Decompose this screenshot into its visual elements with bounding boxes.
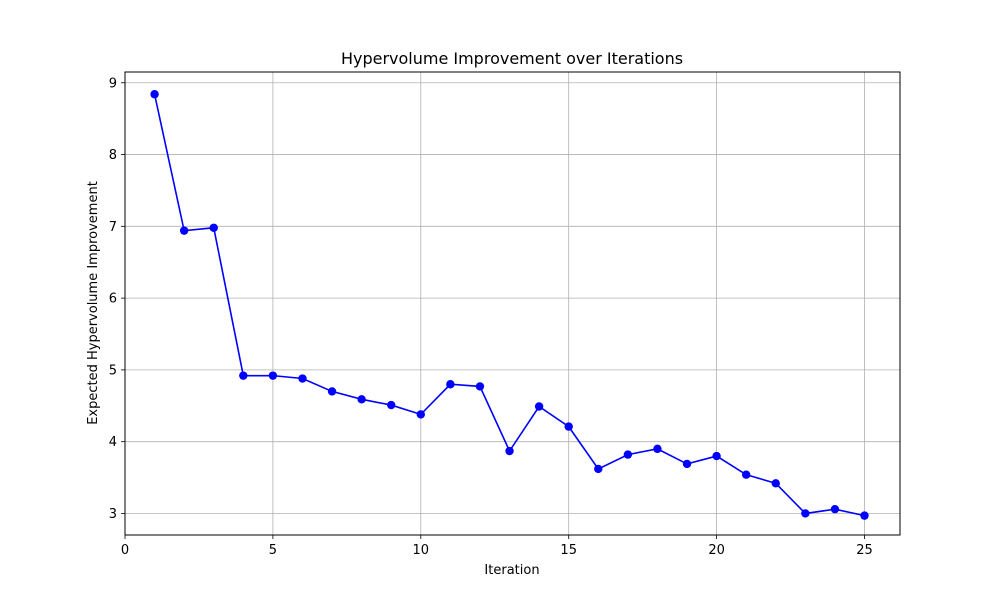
x-tick-label: 5 xyxy=(269,543,277,558)
data-point xyxy=(298,374,307,383)
data-point xyxy=(475,382,485,391)
y-tick-label: 5 xyxy=(109,363,117,378)
x-tick-label: 20 xyxy=(708,543,725,558)
data-point xyxy=(682,459,692,469)
series-layer xyxy=(150,90,869,520)
data-point xyxy=(357,395,366,404)
chart-title: Hypervolume Improvement over Iterations xyxy=(341,49,683,68)
data-point xyxy=(239,371,248,380)
data-point xyxy=(712,451,721,461)
x-tick-label: 25 xyxy=(856,543,873,558)
x-axis-label: Iteration xyxy=(484,563,539,578)
data-point xyxy=(860,511,869,520)
data-point xyxy=(505,446,514,456)
grid xyxy=(124,72,900,535)
y-tick-label: 8 xyxy=(109,148,117,163)
y-tick-label: 3 xyxy=(109,507,117,522)
y-axis-label: Expected Hypervolume Improvement xyxy=(86,181,101,425)
data-point xyxy=(564,422,573,431)
data-point xyxy=(387,400,396,410)
data-point xyxy=(741,470,751,479)
data-point xyxy=(209,223,218,232)
y-tick-label: 9 xyxy=(109,76,117,91)
x-tick-label: 0 xyxy=(121,543,129,558)
y-tick-label: 4 xyxy=(109,435,117,450)
data-point xyxy=(268,371,278,380)
data-point xyxy=(150,90,159,99)
y-tick-label: 6 xyxy=(109,292,117,307)
data-point xyxy=(446,380,455,389)
x-tick-label: 10 xyxy=(413,543,430,558)
plot-frame xyxy=(124,71,901,536)
data-point xyxy=(416,410,426,419)
data-point xyxy=(594,464,603,474)
data-point xyxy=(623,450,633,459)
x-tick-label: 15 xyxy=(560,543,577,558)
data-point xyxy=(534,402,544,411)
y-tick-label: 7 xyxy=(109,220,117,235)
data-point xyxy=(830,504,840,514)
data-point xyxy=(801,509,810,518)
data-point xyxy=(327,387,337,396)
data-point xyxy=(179,226,189,235)
data-point xyxy=(653,444,662,454)
data-point xyxy=(771,479,780,488)
ticks: 0 5 10 15 20 25 3 4 5 6 7 8 9 xyxy=(109,76,873,558)
